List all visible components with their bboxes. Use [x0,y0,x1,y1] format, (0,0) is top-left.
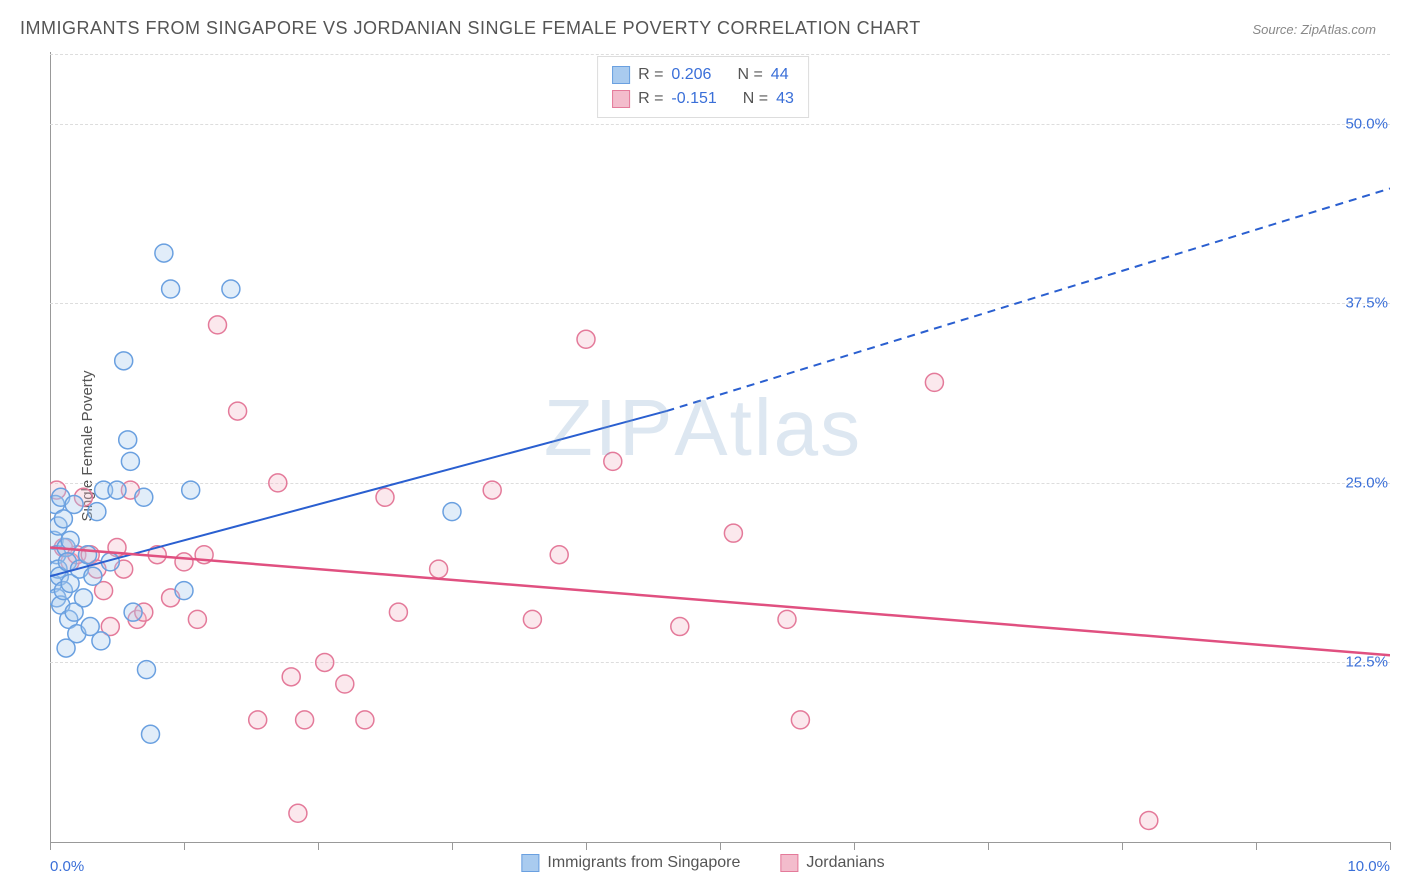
scatter-point [121,452,139,470]
legend-row-series-0: R = 0.206 N = 44 [612,63,794,87]
scatter-point [604,452,622,470]
scatter-point [209,316,227,334]
scatter-point [137,661,155,679]
scatter-point [249,711,267,729]
scatter-point [376,488,394,506]
scatter-point [188,610,206,628]
x-tick [1122,842,1123,850]
legend-correlation-box: R = 0.206 N = 44 R = -0.151 N = 43 [597,56,809,118]
scatter-point [175,553,193,571]
trendline-dashed [666,188,1390,411]
scatter-point [135,488,153,506]
scatter-point [316,653,334,671]
scatter-point [92,632,110,650]
swatch-series-0 [521,854,539,872]
chart-title: IMMIGRANTS FROM SINGAPORE VS JORDANIAN S… [20,18,921,39]
legend-n-label: N = [737,63,762,87]
scatter-point [222,280,240,298]
legend-n-value-0: 44 [771,63,789,87]
x-tick [1256,842,1257,850]
x-tick [988,842,989,850]
x-tick [1390,842,1391,850]
scatter-point [155,244,173,262]
legend-r-value-1: -0.151 [671,87,716,111]
scatter-point [88,503,106,521]
scatter-point [296,711,314,729]
x-tick [452,842,453,850]
swatch-series-1 [612,90,630,108]
scatter-point [550,546,568,564]
x-tick-label: 10.0% [1347,858,1390,875]
scatter-point [289,804,307,822]
legend-row-series-1: R = -0.151 N = 43 [612,87,794,111]
trendline-solid [50,548,1390,656]
scatter-point [124,603,142,621]
scatter-point [430,560,448,578]
swatch-series-1 [780,854,798,872]
scatter-point [61,531,79,549]
scatter-point [1140,811,1158,829]
scatter-point [142,725,160,743]
scatter-point [523,610,541,628]
scatter-point [108,481,126,499]
scatter-point [778,610,796,628]
scatter-point [356,711,374,729]
legend-item-series-0: Immigrants from Singapore [521,854,740,872]
x-tick [854,842,855,850]
x-tick [318,842,319,850]
scatter-point [389,603,407,621]
source-label: Source: [1252,22,1300,37]
scatter-point [115,352,133,370]
legend-label-series-0: Immigrants from Singapore [547,854,740,872]
scatter-point [79,546,97,564]
scatter-point [925,373,943,391]
scatter-point [84,567,102,585]
source-attribution: Source: ZipAtlas.com [1252,22,1376,37]
legend-label-series-1: Jordanians [806,854,884,872]
legend-n-label: N = [743,87,768,111]
scatter-point [182,481,200,499]
scatter-point [65,495,83,513]
scatter-point [791,711,809,729]
scatter-point [282,668,300,686]
scatter-point [162,280,180,298]
source-name: ZipAtlas.com [1301,22,1376,37]
x-tick [720,842,721,850]
legend-series-names: Immigrants from Singapore Jordanians [513,854,892,872]
legend-r-label: R = [638,87,663,111]
x-tick [50,842,51,850]
legend-item-series-1: Jordanians [780,854,884,872]
legend-n-value-1: 43 [776,87,794,111]
scatter-point [269,474,287,492]
swatch-series-0 [612,66,630,84]
scatter-point [119,431,137,449]
x-tick [184,842,185,850]
scatter-point [443,503,461,521]
scatter-point [229,402,247,420]
legend-r-label: R = [638,63,663,87]
legend-r-value-0: 0.206 [671,63,711,87]
scatter-point [75,589,93,607]
scatter-chart-svg [50,52,1390,842]
scatter-point [483,481,501,499]
scatter-point [724,524,742,542]
scatter-point [175,582,193,600]
scatter-point [671,618,689,636]
x-tick-label: 0.0% [50,858,84,875]
scatter-point [577,330,595,348]
scatter-point [336,675,354,693]
x-tick [586,842,587,850]
